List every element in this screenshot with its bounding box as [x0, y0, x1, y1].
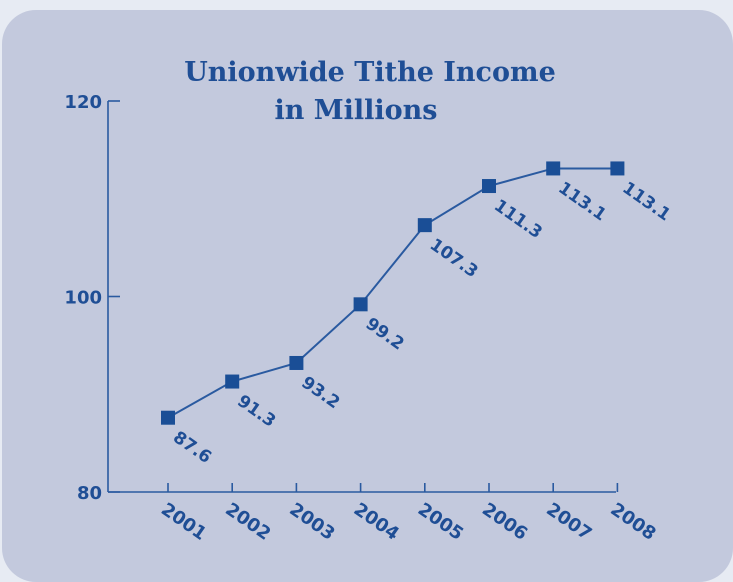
data-point-marker [417, 218, 432, 233]
series-layer [161, 161, 625, 425]
y-tick-label: 100 [64, 288, 102, 309]
x-tick-label: 2008 [607, 499, 660, 545]
data-point-marker [225, 374, 240, 389]
data-label: 99.2 [362, 314, 408, 354]
x-tick-label: 2005 [414, 499, 467, 545]
data-point-marker [482, 179, 496, 194]
data-point-marker [353, 297, 368, 312]
data-point-marker [610, 161, 625, 176]
data-point-marker [161, 410, 175, 425]
data-label: 113.1 [554, 178, 610, 225]
data-point-marker [546, 161, 561, 176]
data-label: 93.2 [298, 373, 344, 413]
x-tick-label: 2003 [286, 499, 339, 545]
y-tick-label: 80 [77, 483, 102, 504]
x-tick-label: 2007 [542, 499, 595, 545]
x-tick-label: 2002 [221, 499, 274, 545]
data-label: 87.6 [169, 427, 215, 467]
x-tick-label: 2006 [478, 499, 531, 545]
axes: 80 100 120 2001 2002 2003 2004 2005 2006 2007 2008 [64, 92, 659, 545]
data-label: 91.3 [233, 391, 279, 431]
data-label: 111.3 [490, 196, 546, 243]
x-tick-label: 2004 [350, 499, 403, 545]
data-label: 107.3 [426, 235, 482, 282]
chart-title-line-1: Unionwide Tithe Income [184, 57, 556, 88]
chart-title-line-2: in Millions [274, 95, 437, 126]
y-tick-label: 120 [64, 92, 102, 113]
series-line [167, 167, 618, 419]
data-label: 113.1 [619, 178, 675, 225]
x-tick-label: 2001 [157, 499, 210, 545]
data-point-marker [289, 355, 304, 370]
